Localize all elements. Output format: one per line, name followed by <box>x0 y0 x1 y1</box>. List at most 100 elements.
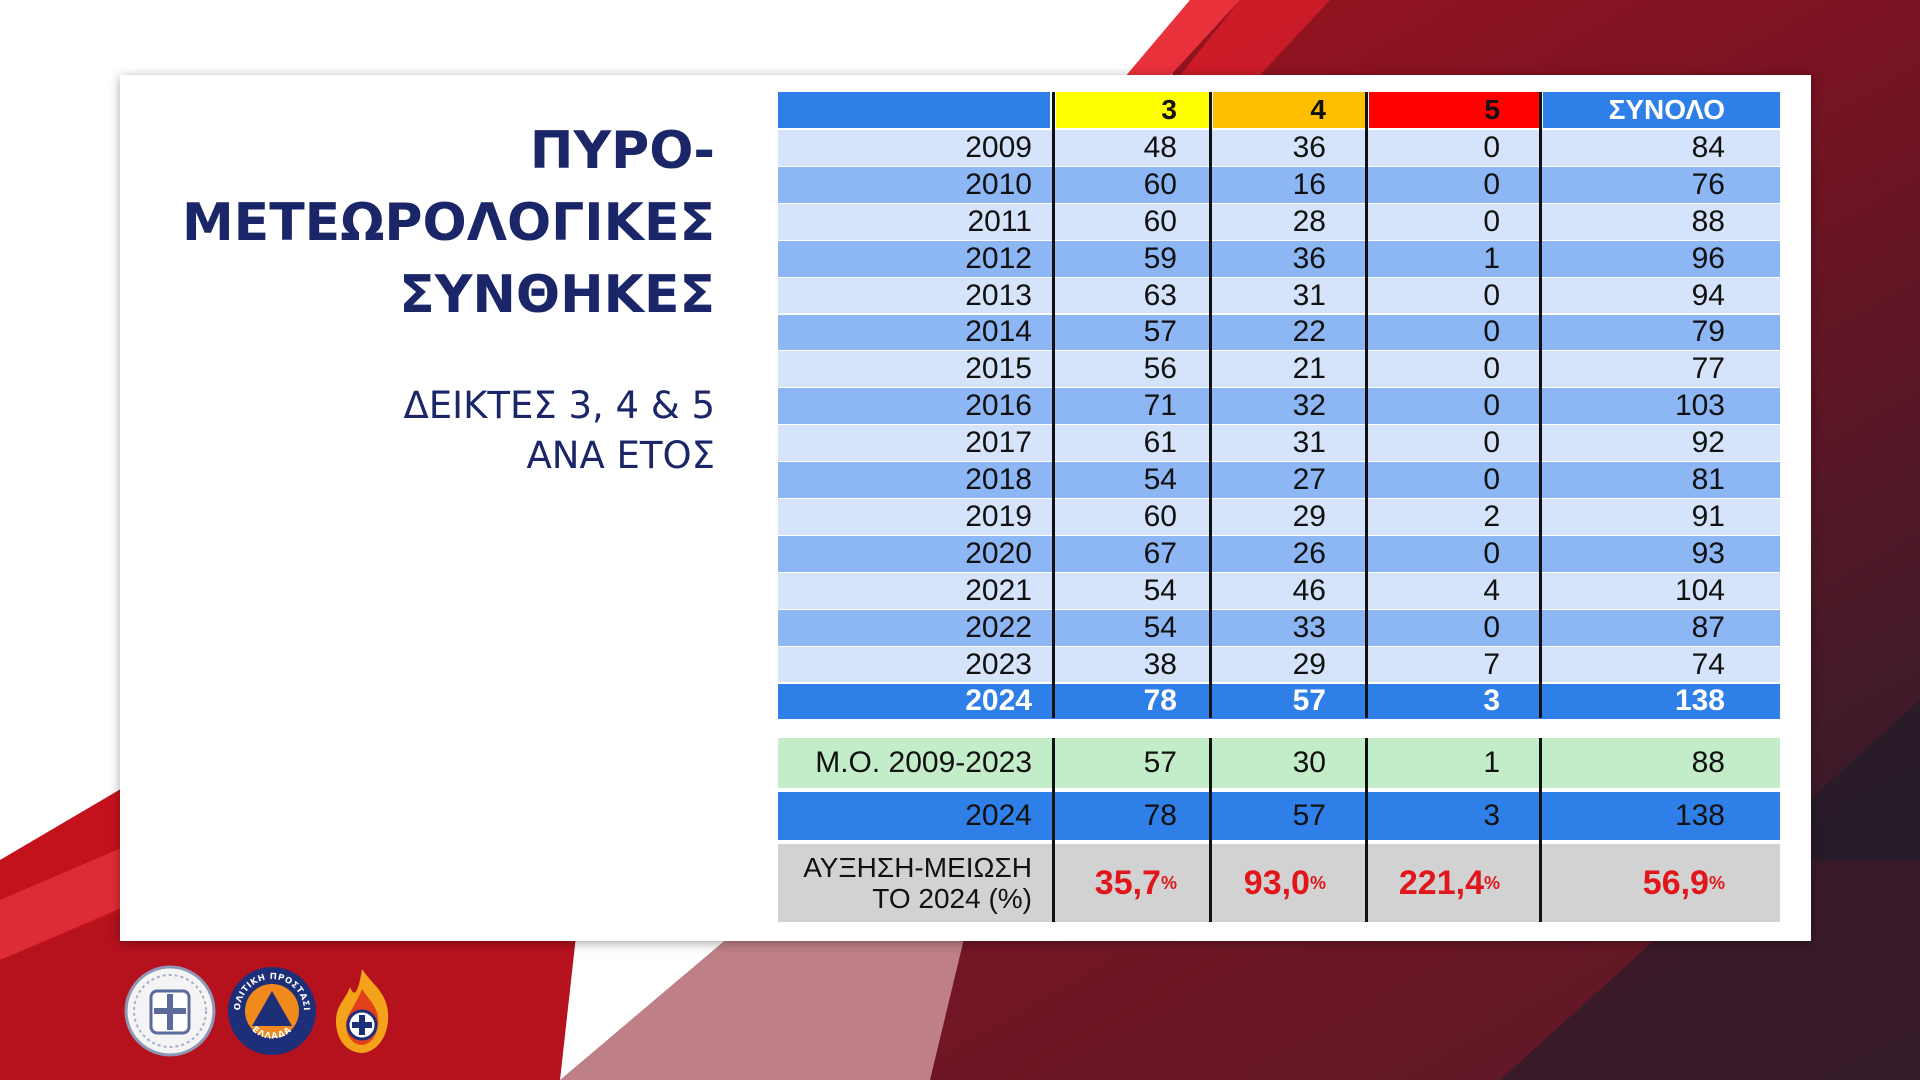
change-label-line-2: ΤΟ 2024 (%) <box>872 883 1032 914</box>
table-row-background <box>778 683 1780 720</box>
table-row: 2009 48 36 0 84 <box>778 130 1780 166</box>
cell-index-3: 67 <box>1143 536 1177 570</box>
cell-index-3: 56 <box>1143 352 1177 386</box>
cell-year: 2009 <box>965 130 1032 164</box>
column-divider <box>1539 738 1542 922</box>
cell-index-3: 54 <box>1143 573 1177 607</box>
title-line-1: ΠΥΡΟ- <box>529 121 715 181</box>
table-row-background <box>778 572 1780 609</box>
table-row: 2023 38 29 7 74 <box>778 646 1780 683</box>
title-line-3: ΣΥΝΘΗΚΕΣ <box>399 265 715 325</box>
cell-total: 93 <box>1691 536 1725 570</box>
current-year-row-bg <box>778 792 1780 840</box>
cell-year: 2017 <box>965 426 1032 460</box>
cell-index-3: 61 <box>1143 426 1177 460</box>
fire-service-logo-icon <box>336 969 389 1053</box>
column-divider <box>1539 92 1542 718</box>
subtitle-line-2: ΑΝΑ ΕΤΟΣ <box>526 434 715 477</box>
table-row-background <box>778 314 1780 351</box>
cell-index-3: 48 <box>1143 130 1177 164</box>
cell-index-5: 0 <box>1483 278 1500 312</box>
cell-index-5: 4 <box>1483 573 1500 607</box>
subtitle-line-1: ΔΕΙΚΤΕΣ 3, 4 & 5 <box>403 384 715 427</box>
cell-year: 2010 <box>965 167 1032 201</box>
table-row: 2021 54 46 4 104 <box>778 572 1780 609</box>
cell-index-5: 0 <box>1483 352 1500 386</box>
table-row-current-year: 2024 78 57 3 138 <box>778 683 1780 720</box>
current-value-4: 57 <box>1292 799 1326 832</box>
cell-total: 103 <box>1674 389 1725 423</box>
cell-index-3: 59 <box>1143 241 1177 275</box>
cell-year: 2014 <box>965 315 1032 349</box>
header-label-total: ΣΥΝΟΛΟ <box>1608 94 1725 125</box>
cell-index-3: 60 <box>1143 499 1177 533</box>
change-value-4: 93,0% <box>1243 863 1326 902</box>
cell-index-3: 78 <box>1143 684 1177 718</box>
table-row-background <box>778 609 1780 646</box>
table-header-row: 3 4 5 ΣΥΝΟΛΟ <box>778 92 1780 128</box>
cell-index-4: 16 <box>1292 167 1326 201</box>
cell-year: 2011 <box>967 204 1032 238</box>
cell-index-5: 7 <box>1483 647 1500 681</box>
cell-index-4: 22 <box>1292 315 1326 349</box>
header-cell-index-4 <box>1213 92 1365 128</box>
cell-total: 74 <box>1691 647 1725 681</box>
table-row: 2013 63 31 0 94 <box>778 277 1780 314</box>
header-cell-index-5 <box>1369 92 1539 128</box>
current-year-label: 2024 <box>965 799 1032 832</box>
table-row-background <box>778 351 1780 388</box>
cell-year: 2024 <box>965 684 1032 718</box>
current-year-row: 2024 78 57 3 138 <box>778 792 1780 840</box>
header-label-3: 3 <box>1161 94 1177 125</box>
average-row: Μ.Ο. 2009-2023 57 30 1 88 <box>778 738 1780 788</box>
cell-total: 88 <box>1691 204 1725 238</box>
table-row: 2016 71 32 0 103 <box>778 388 1780 425</box>
column-divider <box>1209 92 1212 718</box>
table-row-background <box>778 388 1780 425</box>
table-row: 2014 57 22 0 79 <box>778 314 1780 351</box>
change-value-5: 221,4% <box>1398 863 1500 902</box>
table-row-background <box>778 166 1780 203</box>
cell-year: 2015 <box>965 352 1032 386</box>
column-divider <box>1052 738 1055 922</box>
table-row: 2019 60 29 2 91 <box>778 499 1780 535</box>
cell-total: 91 <box>1691 499 1725 533</box>
average-value-total: 88 <box>1691 746 1725 779</box>
cell-year: 2019 <box>965 499 1032 533</box>
table-row: 2020 67 26 0 93 <box>778 535 1780 572</box>
table-row-background <box>778 535 1780 572</box>
table-row-background <box>778 462 1780 498</box>
header-cell-index-3 <box>1056 92 1209 128</box>
cell-index-5: 0 <box>1483 536 1500 570</box>
table-row-background <box>778 425 1780 462</box>
cell-index-4: 31 <box>1292 278 1326 312</box>
cell-year: 2016 <box>965 389 1032 423</box>
cell-index-5: 3 <box>1483 684 1500 718</box>
table-row: 2012 59 36 1 96 <box>778 240 1780 277</box>
table-row: 2022 54 33 0 87 <box>778 609 1780 646</box>
table-row-background <box>778 277 1780 314</box>
change-row: ΑΥΞΗΣΗ-ΜΕΙΩΣΗ ΤΟ 2024 (%) 35,7% 93,0% 22… <box>778 844 1780 922</box>
cell-index-5: 0 <box>1483 389 1500 423</box>
table-row-background <box>778 499 1780 535</box>
cell-index-4: 31 <box>1292 426 1326 460</box>
cell-total: 104 <box>1674 573 1725 607</box>
cell-total: 77 <box>1691 352 1725 386</box>
cell-index-4: 57 <box>1292 684 1326 718</box>
civil-protection-logo-icon: ΠΟΛΙΤΙΚΗ ΠΡΟΣΤΑΣΙΑ ΕΛΛΑΔΑ <box>226 965 316 1055</box>
cell-year: 2021 <box>965 573 1032 607</box>
average-label: Μ.Ο. 2009-2023 <box>815 746 1032 779</box>
cell-total: 138 <box>1674 684 1725 718</box>
table-row: 2010 60 16 0 76 <box>778 166 1780 203</box>
table-row: 2011 60 28 0 88 <box>778 203 1780 240</box>
cell-index-4: 32 <box>1292 389 1326 423</box>
cell-index-5: 0 <box>1483 315 1500 349</box>
average-row-bg <box>778 738 1780 788</box>
column-divider <box>1365 738 1368 922</box>
table-row: 2017 61 31 0 92 <box>778 425 1780 462</box>
cell-index-5: 0 <box>1483 426 1500 460</box>
hellenic-republic-emblem-icon <box>124 965 216 1057</box>
cell-index-4: 26 <box>1292 536 1326 570</box>
cell-year: 2012 <box>965 241 1032 275</box>
current-value-total: 138 <box>1674 799 1725 832</box>
